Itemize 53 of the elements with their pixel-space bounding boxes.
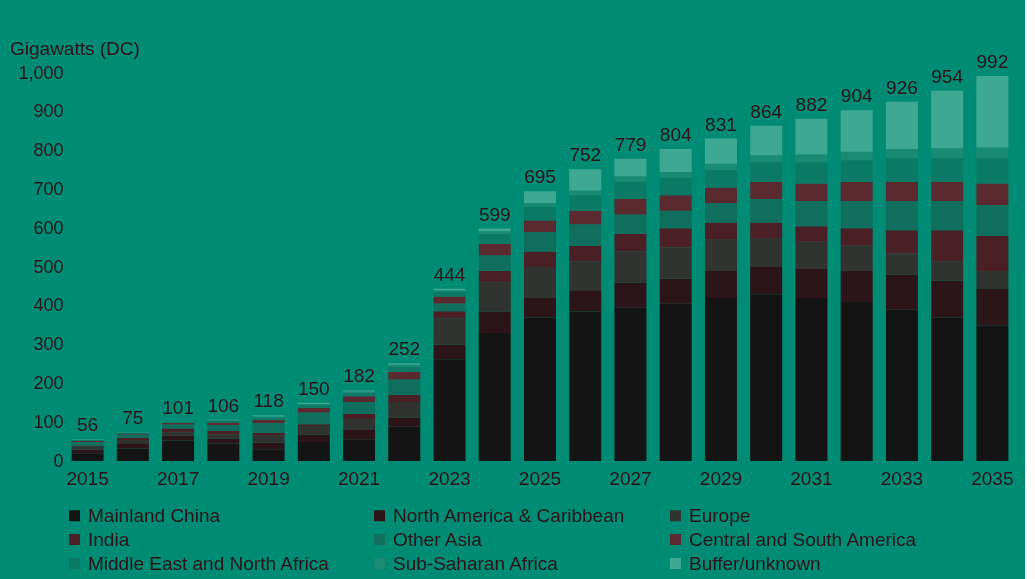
legend-label: Buffer/unknown [689, 552, 821, 574]
total-label: 882 [795, 93, 828, 115]
legend-label: Europe [689, 504, 751, 526]
x-tick-label: 2029 [699, 467, 743, 489]
total-label: 56 [77, 414, 99, 436]
x-tick-label: 2033 [880, 467, 924, 489]
y-tick-label: 300 [33, 334, 64, 355]
legend-label: Middle East and North Africa [88, 552, 330, 574]
y-tick-label: 100 [33, 411, 64, 432]
x-tick-label: 2015 [66, 467, 109, 489]
y-tick-label: 600 [33, 217, 64, 238]
total-label: 926 [886, 76, 918, 98]
x-tick-label: 2017 [156, 467, 200, 489]
total-label: 118 [253, 390, 284, 412]
total-label: 150 [297, 377, 330, 399]
x-tick-label: 2031 [790, 467, 833, 489]
total-label: 695 [524, 166, 556, 188]
total-label: 864 [750, 100, 783, 122]
legend-label: North America & Caribbean [393, 504, 625, 526]
y-tick-label: 400 [33, 295, 64, 316]
total-label: 252 [388, 338, 421, 360]
y-tick-label: 500 [33, 256, 64, 277]
y-tick-label: 700 [33, 178, 64, 199]
x-tick-label: 2021 [337, 467, 381, 489]
x-tick-label: 2027 [609, 467, 652, 489]
x-tick-label: 2019 [247, 467, 290, 489]
y-tick-label: 0 [53, 450, 64, 471]
y-tick-label: 1,000 [18, 62, 64, 83]
total-label: 75 [122, 406, 144, 428]
x-tick-label: 2025 [518, 467, 562, 489]
legend-label: India [88, 528, 130, 550]
y-tick-label: 800 [33, 140, 64, 161]
total-label: 904 [840, 85, 873, 107]
legend-label: Other Asia [393, 528, 483, 550]
total-label: 182 [343, 365, 375, 387]
total-label: 599 [478, 203, 511, 225]
total-label: 752 [569, 144, 602, 166]
total-label: 992 [976, 51, 1009, 73]
total-label: 101 [162, 396, 194, 418]
total-label: 106 [207, 394, 240, 416]
x-tick-label: 2023 [428, 467, 471, 489]
total-label: 831 [705, 113, 737, 135]
y-tick-label: 900 [33, 101, 64, 122]
legend-label: Mainland China [88, 504, 221, 526]
total-label: 444 [433, 263, 466, 285]
y-axis-title: Gigawatts (DC) [10, 38, 140, 59]
legend-label: Sub-Saharan Africa [393, 552, 559, 574]
total-label: 804 [659, 124, 692, 146]
legend-label: Central and South America [689, 528, 917, 550]
total-label: 779 [614, 133, 647, 155]
x-tick-label: 2035 [971, 467, 1014, 489]
total-label: 954 [931, 65, 964, 87]
y-tick-label: 200 [33, 372, 64, 393]
